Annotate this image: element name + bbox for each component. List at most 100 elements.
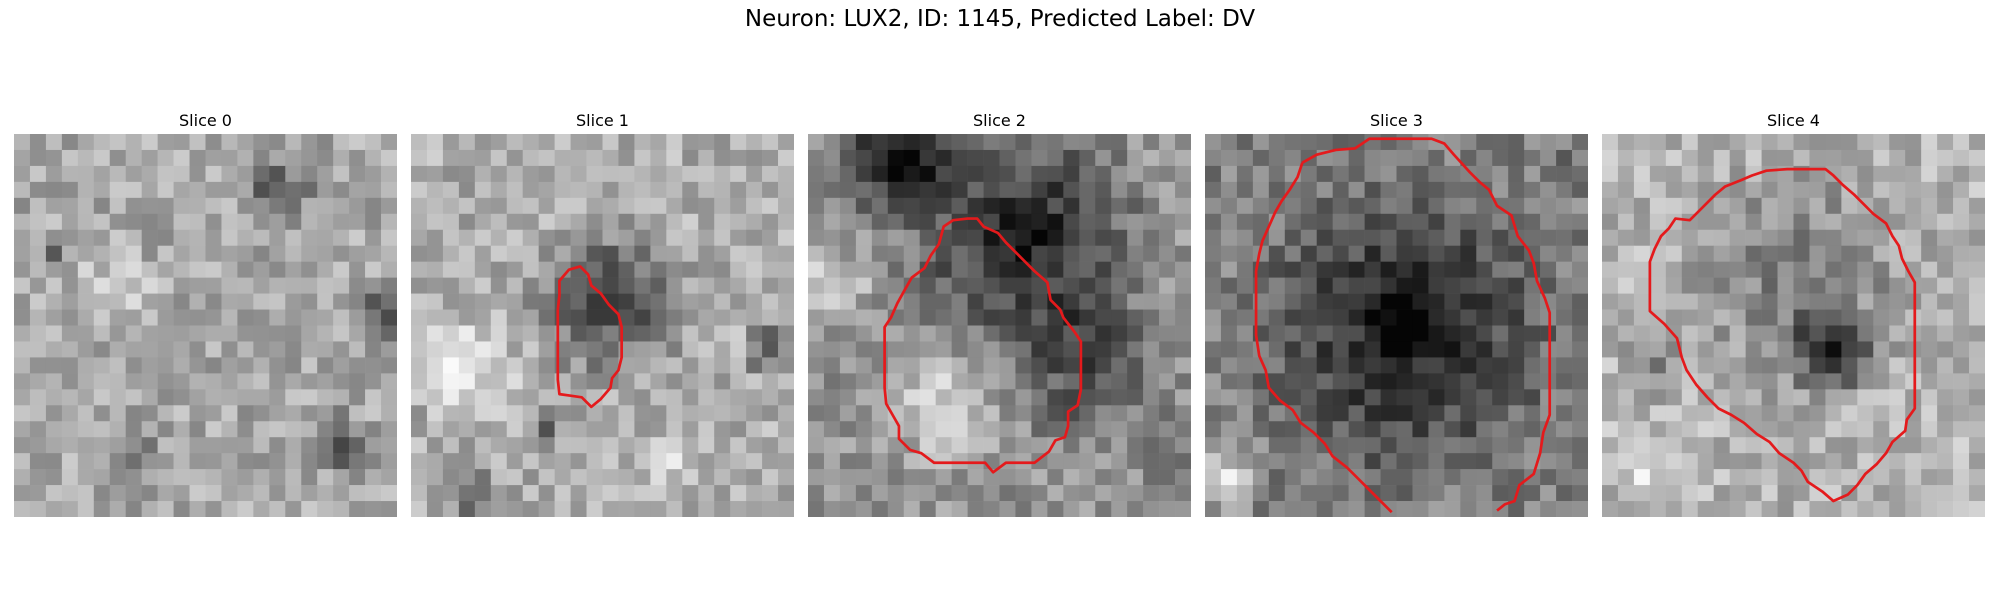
- image-pixel: [1095, 501, 1112, 517]
- image-pixel: [1063, 485, 1080, 502]
- image-pixel: [301, 325, 318, 342]
- image-pixel: [189, 134, 206, 151]
- image-pixel: [823, 373, 841, 390]
- image-pixel: [189, 197, 206, 215]
- image-pixel: [1777, 437, 1794, 454]
- image-pixel: [730, 501, 747, 517]
- image-pixel: [666, 134, 683, 151]
- image-pixel: [903, 485, 921, 502]
- image-pixel: [269, 165, 286, 183]
- image-pixel: [93, 453, 111, 470]
- image-pixel: [1617, 357, 1635, 374]
- image-pixel: [301, 389, 318, 406]
- image-pixel: [1602, 293, 1619, 310]
- image-pixel: [1460, 453, 1477, 470]
- image-pixel: [1617, 341, 1635, 358]
- image-pixel: [839, 229, 857, 247]
- image-pixel: [634, 293, 651, 310]
- image-pixel: [109, 134, 127, 151]
- image-pixel: [1825, 309, 1842, 326]
- image-pixel: [411, 309, 428, 326]
- image-pixel: [333, 405, 350, 422]
- image-pixel: [1143, 197, 1160, 215]
- image-pixel: [14, 149, 31, 167]
- image-pixel: [586, 469, 603, 486]
- image-pixel: [1236, 229, 1254, 247]
- image-pixel: [458, 197, 476, 215]
- image-pixel: [1396, 405, 1413, 422]
- image-pixel: [967, 453, 984, 470]
- image-pixel: [426, 437, 444, 454]
- image-pixel: [1220, 357, 1238, 374]
- image-pixel: [411, 149, 428, 167]
- image-pixel: [967, 134, 984, 151]
- image-pixel: [823, 293, 841, 310]
- image-pixel: [1476, 421, 1493, 438]
- image-pixel: [1713, 469, 1730, 486]
- image-pixel: [1665, 357, 1683, 374]
- image-pixel: [808, 485, 825, 502]
- image-pixel: [442, 149, 460, 167]
- image-pixel: [808, 149, 825, 167]
- image-pixel: [1396, 373, 1413, 390]
- image-pixel: [839, 213, 857, 231]
- image-pixel: [1841, 309, 1858, 326]
- image-pixel: [570, 421, 587, 438]
- image-pixel: [951, 357, 968, 374]
- image-pixel: [1921, 229, 1938, 247]
- image-pixel: [983, 197, 1000, 215]
- image-pixel: [1143, 293, 1160, 310]
- image-pixel: [983, 134, 1000, 151]
- image-pixel: [237, 373, 254, 390]
- image-pixel: [458, 149, 476, 167]
- image-pixel: [109, 261, 127, 278]
- image-pixel: [474, 485, 492, 502]
- image-pixel: [1681, 405, 1699, 422]
- image-pixel: [935, 213, 952, 231]
- image-pixel: [1556, 149, 1573, 167]
- image-pixel: [919, 293, 936, 310]
- image-pixel: [1969, 389, 1985, 406]
- image-pixel: [602, 149, 619, 167]
- image-pixel: [173, 405, 190, 422]
- image-pixel: [903, 373, 921, 390]
- image-pixel: [1460, 373, 1477, 390]
- image-pixel: [1348, 389, 1365, 406]
- image-pixel: [205, 469, 222, 486]
- image-pixel: [1063, 405, 1080, 422]
- image-pixel: [903, 421, 921, 438]
- image-pixel: [1205, 357, 1222, 374]
- image-pixel: [1602, 485, 1619, 502]
- image-pixel: [426, 453, 444, 470]
- image-pixel: [602, 437, 619, 454]
- image-pixel: [1175, 277, 1191, 294]
- image-pixel: [1969, 277, 1985, 294]
- image-pixel: [1953, 485, 1970, 502]
- image-pixel: [125, 149, 142, 167]
- image-pixel: [1252, 134, 1270, 151]
- image-pixel: [1159, 181, 1176, 199]
- image-pixel: [490, 277, 508, 294]
- image-pixel: [522, 437, 539, 454]
- image-pixel: [205, 197, 222, 215]
- image-pixel: [1015, 213, 1032, 231]
- image-pixel: [333, 181, 350, 199]
- image-pixel: [237, 501, 254, 517]
- image-pixel: [935, 245, 952, 262]
- image-pixel: [1348, 149, 1365, 167]
- image-pixel: [1079, 277, 1096, 294]
- image-pixel: [381, 357, 397, 374]
- image-pixel: [474, 453, 492, 470]
- image-pixel: [1729, 341, 1746, 358]
- image-pixel: [602, 213, 619, 231]
- image-pixel: [650, 437, 667, 454]
- image-pixel: [1793, 309, 1810, 326]
- image-pixel: [1031, 405, 1048, 422]
- image-pixel: [1841, 405, 1858, 422]
- image-pixel: [762, 261, 779, 278]
- image-pixel: [1047, 389, 1064, 406]
- image-pixel: [1825, 181, 1842, 199]
- image-pixel: [618, 213, 635, 231]
- image-pixel: [839, 181, 857, 199]
- image-pixel: [285, 213, 302, 231]
